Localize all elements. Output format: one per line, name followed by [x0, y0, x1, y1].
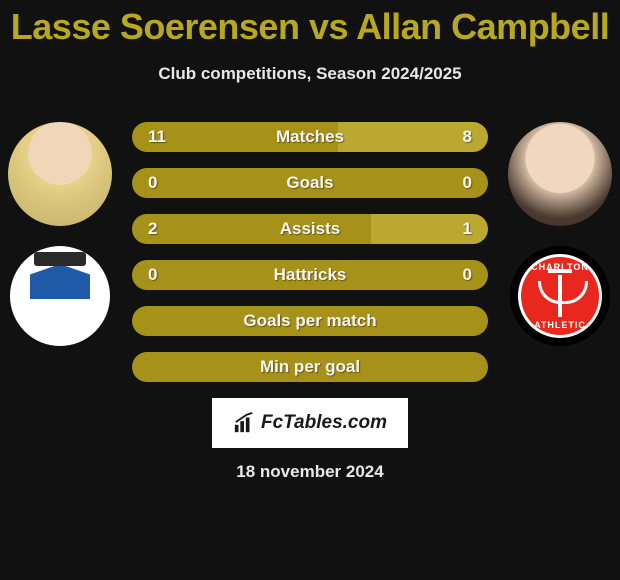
stat-bar: Goals per match: [132, 306, 488, 336]
stat-label: Matches: [276, 127, 344, 147]
branding-box: FcTables.com: [212, 398, 408, 448]
page-title: Lasse Soerensen vs Allan Campbell: [0, 0, 620, 48]
stat-value-right: 0: [463, 173, 472, 193]
stat-bar: 11 8 Matches: [132, 122, 488, 152]
stat-bars: 11 8 Matches 0 0 Goals 2 1 Assists 0 0 Hattricks Goa…: [132, 122, 488, 382]
stat-label: Assists: [280, 219, 340, 239]
stat-value-left: 0: [148, 173, 157, 193]
left-column: [8, 122, 112, 346]
stat-bar: 0 0 Hattricks: [132, 260, 488, 290]
stat-value-right: 8: [463, 127, 472, 147]
player-left-avatar: [8, 122, 112, 226]
page-subtitle: Club competitions, Season 2024/2025: [0, 64, 620, 84]
club-right-badge: CHARLTON ATHLETIC: [510, 246, 610, 346]
stat-value-right: 1: [463, 219, 472, 239]
player-right-avatar: [508, 122, 612, 226]
charlton-inner-circle: CHARLTON ATHLETIC: [518, 254, 602, 338]
brand-text: FcTables.com: [261, 412, 387, 434]
stat-value-left: 11: [148, 127, 166, 147]
stat-label: Min per goal: [260, 357, 360, 377]
stat-bar: 0 0 Goals: [132, 168, 488, 198]
footer-date: 18 november 2024: [0, 462, 620, 482]
chart-icon: [233, 412, 255, 434]
right-column: CHARLTON ATHLETIC: [508, 122, 612, 346]
comparison-content: CHARLTON ATHLETIC 11 8 Matches 0 0 Goals 2 1 Ass…: [0, 122, 620, 382]
stat-value-right: 0: [463, 265, 472, 285]
stat-value-left: 0: [148, 265, 157, 285]
stat-bar: Min per goal: [132, 352, 488, 382]
sword-icon: [558, 275, 562, 317]
stat-bar: 2 1 Assists: [132, 214, 488, 244]
stat-label: Hattricks: [274, 265, 347, 285]
stat-label: Goals: [286, 173, 333, 193]
charlton-label-bottom: ATHLETIC: [534, 320, 586, 330]
stat-value-left: 2: [148, 219, 157, 239]
stat-label: Goals per match: [243, 311, 376, 331]
club-left-badge: [10, 246, 110, 346]
